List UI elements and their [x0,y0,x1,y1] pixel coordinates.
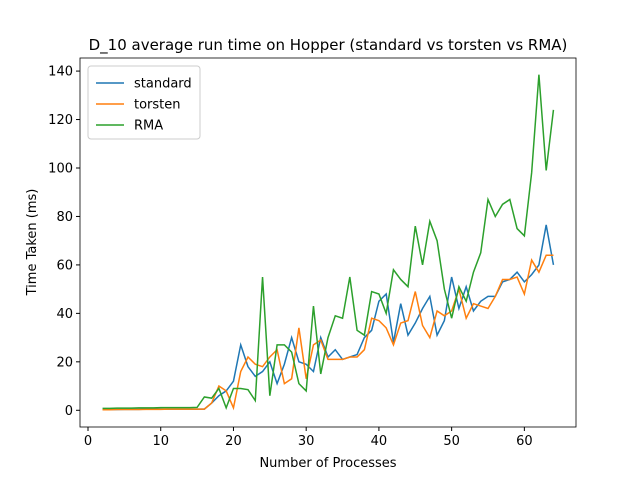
x-tick-label: 60 [516,434,533,449]
legend-box [87,65,201,140]
y-tick-label: 40 [56,307,73,322]
data-line [102,74,555,410]
x-tick-label: 30 [298,434,315,449]
y-tick-label: 120 [48,113,73,128]
legend-label: standard [134,77,192,92]
y-tick-label: 140 [48,65,73,80]
legend-label: RMA [134,119,163,134]
y-axis-label: Time Taken (ms) [25,189,40,297]
x-tick-label: 40 [371,434,388,449]
x-tick-label: 50 [443,434,460,449]
x-tick-label: 10 [152,434,169,449]
data-line [102,254,554,411]
y-tick-label: 20 [56,355,73,370]
x-tick-label: 0 [84,434,92,449]
y-tick-label: 80 [56,210,73,225]
y-tick-label: 60 [56,258,73,273]
legend-label: torsten [134,98,181,113]
chart-title: D_10 average run time on Hopper (standar… [89,36,568,55]
y-tick-label: 100 [48,161,73,176]
x-tick-label: 20 [225,434,242,449]
x-axis-label: Number of Processes [259,456,396,471]
plot-frame [79,57,577,428]
y-tick-label: 0 [65,404,73,419]
